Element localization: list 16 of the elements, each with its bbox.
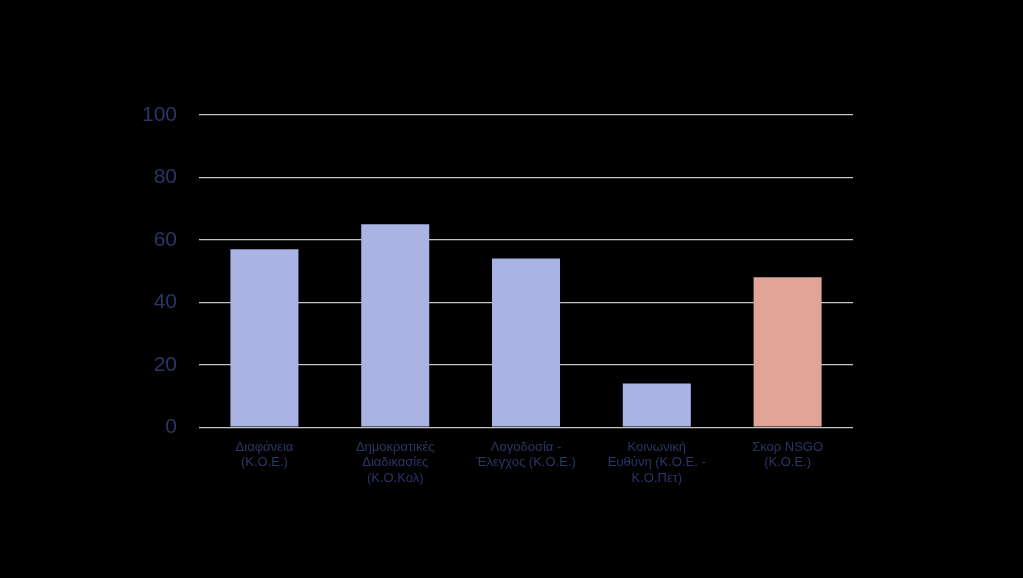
x-tick-label: Σκορ NSGO (Κ.Ο.Ε.) <box>752 438 824 470</box>
bar <box>753 277 822 427</box>
y-tick-label: 20 <box>153 351 178 375</box>
x-tick-label: Λογοδοσία - Έλεγχος (Κ.Ο.Ε.) <box>475 438 576 470</box>
y-tick-label: 40 <box>153 289 178 313</box>
bar <box>230 249 299 427</box>
y-tick-label: 100 <box>141 101 178 125</box>
x-tick-label: Κοινωνική Ευθύνη (Κ.Ο.Ε. - Κ.Ο.Πετ) <box>607 438 706 485</box>
bar <box>361 224 430 427</box>
bar <box>622 383 691 427</box>
y-tick-label: 60 <box>153 226 178 250</box>
y-tick-label: 0 <box>165 414 178 437</box>
x-tick-label: Διαφάνεια (Κ.Ο.Ε.) <box>235 438 294 470</box>
x-tick-label: Δημοκρατικές Διαδικασίες (Κ.Ο.Κολ) <box>355 438 435 485</box>
bar <box>492 258 561 427</box>
y-tick-label: 80 <box>153 164 178 188</box>
